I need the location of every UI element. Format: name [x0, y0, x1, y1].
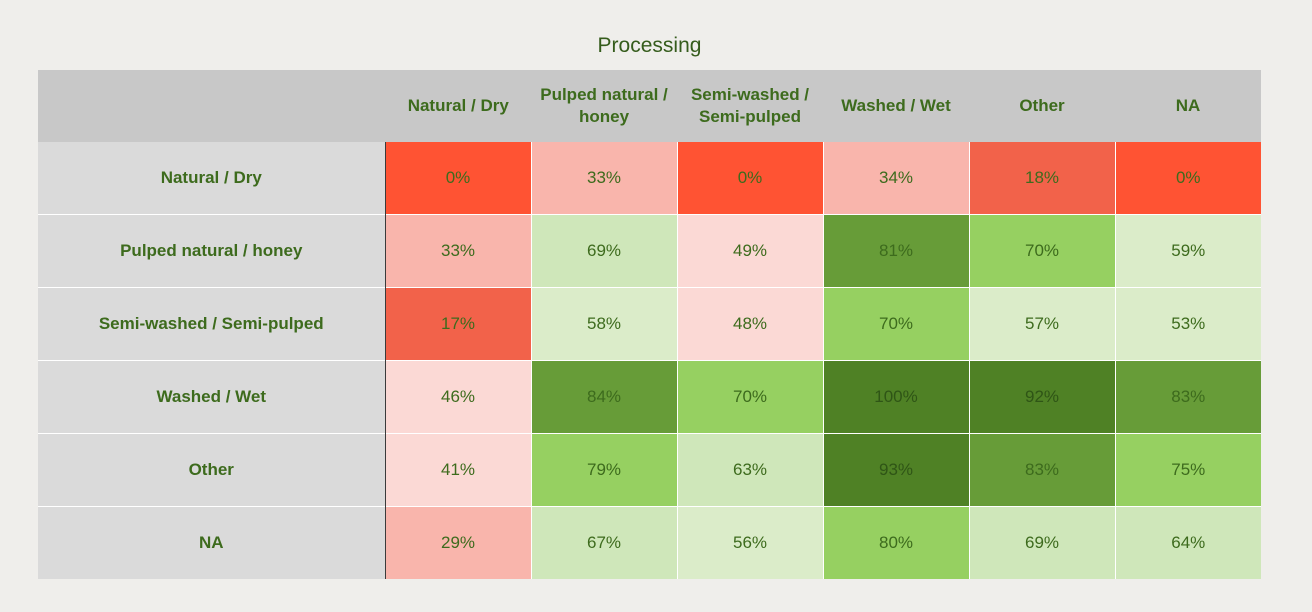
heatmap-cell: 0% [676, 142, 823, 215]
heatmap-row: Other 41% 79% 63% 93% 83% 75% [38, 433, 1261, 507]
heatmap-cell: 41% [384, 433, 531, 507]
heatmap-cell: 48% [676, 287, 823, 361]
heatmap-cell: 69% [968, 506, 1115, 579]
heatmap-cell: 83% [968, 433, 1115, 507]
heatmap-cell: 0% [1114, 142, 1261, 215]
heatmap-cell: 93% [822, 433, 969, 507]
heatmap-row: NA 29% 67% 56% 80% 69% 64% [38, 506, 1261, 579]
column-header: NA [1115, 70, 1261, 142]
column-header: Natural / Dry [385, 70, 531, 142]
header-row: Natural / Dry Pulped natural / honey Sem… [38, 70, 1261, 142]
heatmap-cell: 53% [1114, 287, 1261, 361]
heatmap-row: Pulped natural / honey 33% 69% 49% 81% 70% 59% [38, 214, 1261, 288]
row-header: Other [38, 433, 386, 507]
heatmap-cell: 70% [676, 360, 823, 434]
heatmap-cell: 64% [1114, 506, 1261, 579]
heatmap-cell: 29% [384, 506, 531, 579]
heatmap-row: Natural / Dry 0% 33% 0% 34% 18% 0% [38, 142, 1261, 215]
heatmap-cell: 84% [530, 360, 677, 434]
heatmap-cell: 57% [968, 287, 1115, 361]
row-header: NA [38, 506, 386, 579]
heatmap-cell: 18% [968, 142, 1115, 215]
heatmap-cell: 70% [822, 287, 969, 361]
heatmap-cell: 59% [1114, 214, 1261, 288]
heatmap-cell: 67% [530, 506, 677, 579]
heatmap-cell: 33% [530, 142, 677, 215]
heatmap-cell: 33% [384, 214, 531, 288]
heatmap-cell: 0% [384, 142, 531, 215]
row-header: Washed / Wet [38, 360, 386, 434]
heatmap-cell: 46% [384, 360, 531, 434]
heatmap-cell: 63% [676, 433, 823, 507]
column-header: Pulped natural / honey [531, 70, 677, 142]
heatmap-row: Washed / Wet 46% 84% 70% 100% 92% 83% [38, 360, 1261, 434]
column-header: Washed / Wet [823, 70, 969, 142]
column-header: Other [969, 70, 1115, 142]
heatmap-cell: 92% [968, 360, 1115, 434]
heatmap-cell: 17% [384, 287, 531, 361]
chart-title: Processing [597, 34, 702, 57]
column-header: Semi-washed / Semi-pulped [677, 70, 823, 142]
row-header: Semi-washed / Semi-pulped [38, 287, 386, 361]
heatmap-cell: 70% [968, 214, 1115, 288]
heatmap-cell: 100% [822, 360, 969, 434]
row-header: Natural / Dry [38, 142, 386, 215]
heatmap-row: Semi-washed / Semi-pulped 17% 58% 48% 70% 57%… [38, 287, 1261, 361]
heatmap-cell: 58% [530, 287, 677, 361]
heatmap-body: Natural / Dry 0% 33% 0% 34% 18% 0% Pulped natur… [38, 142, 1261, 579]
heatmap-table: Natural / Dry Pulped natural / honey Sem… [38, 70, 1261, 579]
heatmap-cell: 34% [822, 142, 969, 215]
heatmap-cell: 75% [1114, 433, 1261, 507]
heatmap-cell: 81% [822, 214, 969, 288]
corner-cell [38, 70, 386, 142]
heatmap-cell: 49% [676, 214, 823, 288]
heatmap-cell: 79% [530, 433, 677, 507]
heatmap-cell: 83% [1114, 360, 1261, 434]
heatmap-cell: 69% [530, 214, 677, 288]
heatmap-cell: 80% [822, 506, 969, 579]
row-header: Pulped natural / honey [38, 214, 386, 288]
heatmap-cell: 56% [676, 506, 823, 579]
